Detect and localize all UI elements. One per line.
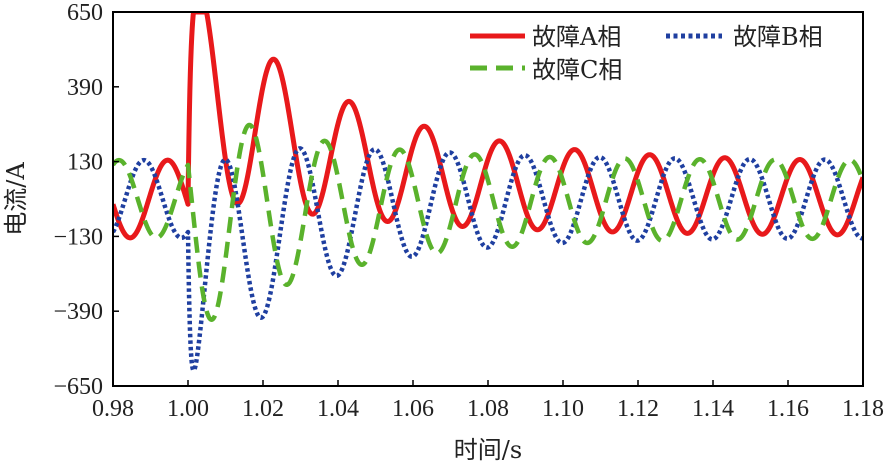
plot-frame [112, 11, 864, 387]
legend: 故障A相 故障B相 故障C相 [470, 23, 823, 84]
series-layer [113, 12, 863, 373]
x-tick-label: 1.16 [767, 396, 809, 422]
x-tick-label: 1.10 [542, 396, 584, 422]
x-tick-label: 0.98 [92, 396, 134, 422]
legend-label-c: 故障C相 [532, 56, 622, 84]
x-tick-label: 1.14 [692, 396, 734, 422]
x-axis-title: 时间/s [454, 436, 522, 464]
y-tick-label: −130 [53, 224, 103, 250]
x-tick-label: 1.12 [617, 396, 659, 422]
x-tick-label: 1.08 [467, 396, 509, 422]
y-tick-label: 130 [67, 150, 103, 176]
series-a-line [113, 12, 863, 241]
series-c-line [113, 122, 863, 322]
y-tick-label: −390 [53, 299, 103, 325]
legend-label-a: 故障A相 [532, 23, 621, 51]
y-tick-label: −650 [53, 374, 103, 400]
series-b-line [113, 146, 863, 373]
y-tick-label: 650 [67, 0, 103, 26]
x-tick-label: 1.00 [167, 396, 209, 422]
x-tick-label: 1.04 [317, 396, 359, 422]
x-tick-label: 1.18 [842, 396, 884, 422]
legend-label-b: 故障B相 [733, 23, 823, 51]
ticks-layer: 0.98 1.00 1.02 1.04 1.06 1.08 1.10 1.12 1.14 1.16… [53, 0, 884, 422]
x-tick-label: 1.02 [242, 396, 284, 422]
x-tick-label: 1.06 [392, 396, 434, 422]
y-axis-title: 电流/A [2, 162, 30, 236]
y-tick-label: 390 [67, 75, 103, 101]
